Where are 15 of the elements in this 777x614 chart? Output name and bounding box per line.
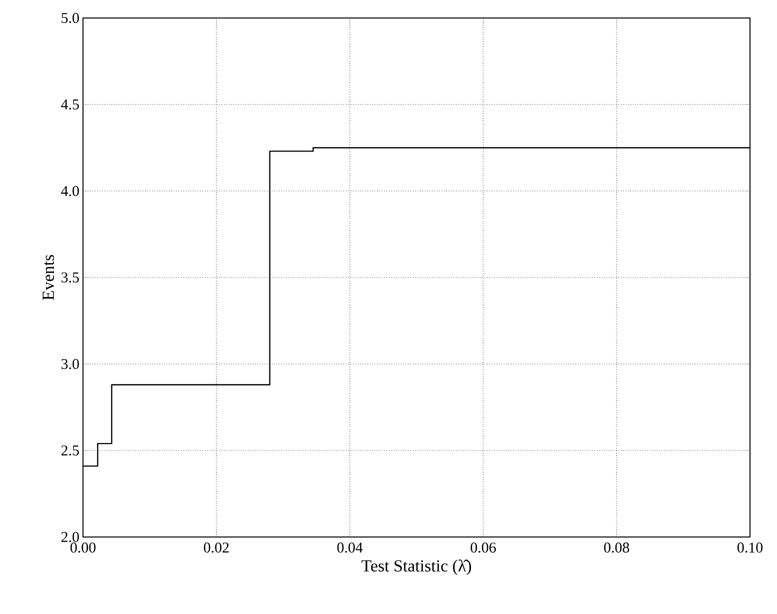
x-tick-label: 0.04 xyxy=(337,542,363,553)
y-tick-label: 2.5 xyxy=(61,445,79,456)
y-tick-label: 2.0 xyxy=(61,532,79,542)
x-axis-title: Test Statistic (λ̂) xyxy=(362,560,472,576)
y-tick-label: 3.5 xyxy=(62,272,79,283)
y-tick-label: 4.5 xyxy=(61,99,79,110)
x-tick-label: 0.00 xyxy=(70,542,96,553)
y-tick-label: 3.0 xyxy=(62,358,79,370)
x-tick-label: 0.02 xyxy=(204,542,229,553)
y-axis-title: Events xyxy=(42,255,54,300)
x-tick-label: 0.10 xyxy=(737,542,763,553)
y-tick-label: 5.0 xyxy=(62,12,79,24)
x-tick-label: 0.06 xyxy=(470,542,496,553)
y-tick-label: 4.0 xyxy=(61,186,79,196)
x-tick-label: 0.08 xyxy=(604,542,630,553)
